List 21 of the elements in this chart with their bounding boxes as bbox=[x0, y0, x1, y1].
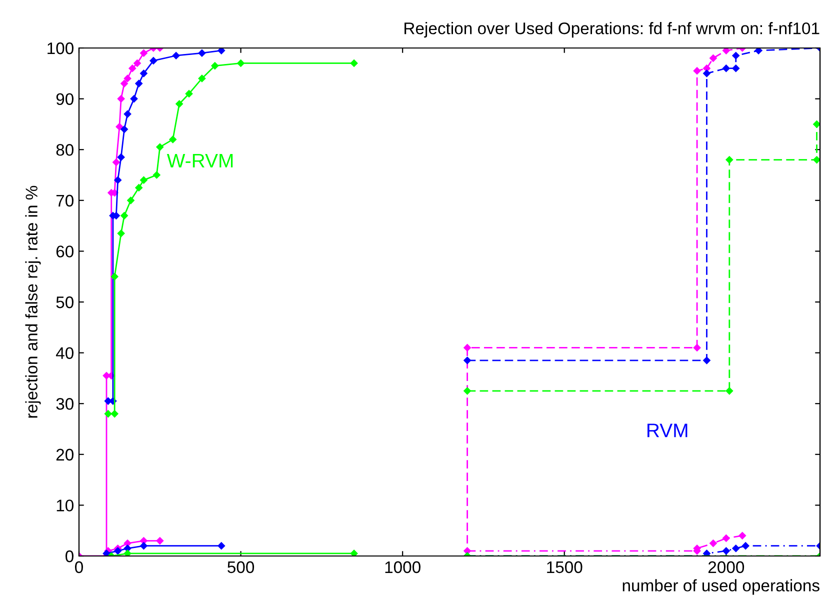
y-tick-label: 10 bbox=[56, 500, 74, 512]
y-tick-label: 90 bbox=[56, 93, 74, 106]
y-axis-title: rejection and false rej. rate in % bbox=[25, 186, 41, 418]
y-tick-label: 60 bbox=[56, 246, 74, 258]
y-tick-label: 50 bbox=[56, 296, 74, 308]
y-tick-label: 70 bbox=[56, 194, 74, 207]
x-tick-label: 1500 bbox=[547, 561, 582, 574]
x-tick-label: 0 bbox=[75, 561, 83, 574]
annotation: RVM bbox=[648, 424, 688, 438]
y-tick-label: 30 bbox=[56, 398, 74, 410]
y-tick-label: 0 bbox=[66, 550, 74, 562]
x-tick-label: 1000 bbox=[385, 561, 420, 574]
chart-title: Rejection over Used Operations: fd f-nf wrvm on: f-nf101 bbox=[404, 22, 820, 38]
y-tick-label: 100 bbox=[48, 42, 74, 54]
x-tick-label: 2000 bbox=[708, 561, 744, 574]
x-tick-label: 500 bbox=[228, 561, 254, 574]
y-tick-label: 80 bbox=[56, 144, 74, 156]
annotation: W-RVM bbox=[166, 154, 233, 168]
x-axis-title: number of used operations bbox=[622, 579, 820, 595]
y-tick-label: 40 bbox=[56, 347, 74, 360]
y-tick-label: 20 bbox=[56, 448, 74, 461]
